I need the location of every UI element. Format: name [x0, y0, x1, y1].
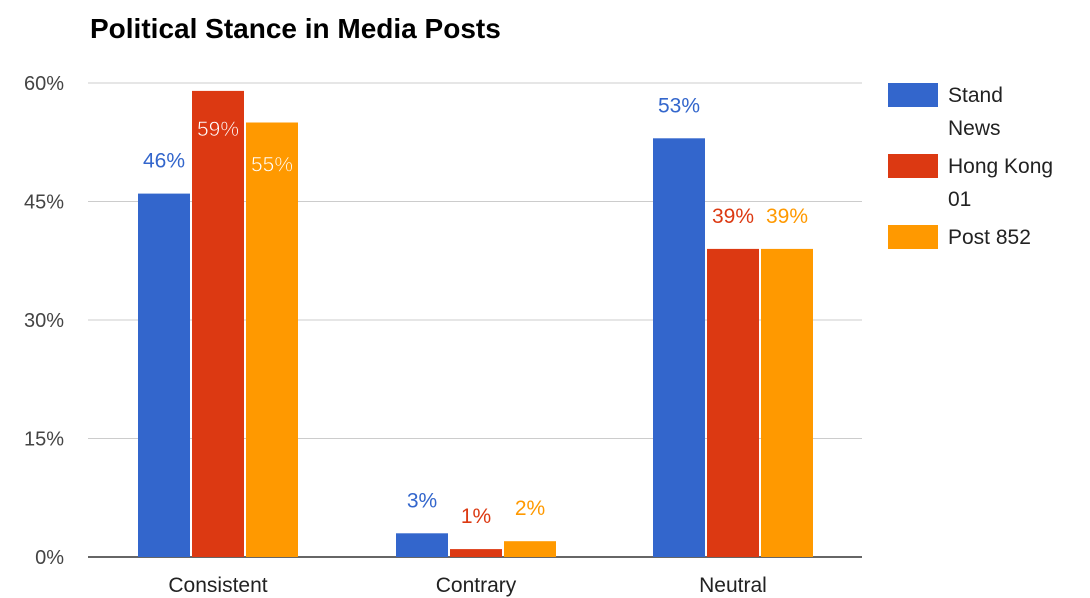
data-label: 3%	[407, 489, 437, 512]
legend-item[interactable]: Hong Kong 01	[888, 154, 1053, 211]
x-category-label: Neutral	[699, 574, 767, 597]
legend-swatch	[888, 83, 938, 107]
bars	[138, 90, 813, 558]
data-label: 2%	[515, 497, 545, 520]
bar	[761, 248, 813, 557]
data-label: 39%	[712, 205, 754, 228]
bar	[653, 138, 705, 558]
bar	[246, 122, 298, 557]
data-label: 59%	[197, 118, 239, 141]
legend-label: News	[948, 117, 1001, 140]
data-label: 39%	[766, 205, 808, 228]
legend-label: Hong Kong	[948, 155, 1053, 178]
legend-item[interactable]: Post 852	[888, 225, 1031, 249]
data-label: 55%	[251, 154, 293, 177]
legend-item[interactable]: Stand News	[888, 83, 1003, 140]
data-label: 46%	[143, 150, 185, 173]
y-tick-label: 15%	[24, 429, 64, 451]
legend-swatch	[888, 225, 938, 249]
legend-swatch	[888, 154, 938, 178]
legend-label: Post 852	[948, 226, 1031, 249]
bar	[450, 549, 502, 557]
x-axis-categories: Consistent Contrary Neutral	[168, 574, 766, 597]
bar	[138, 193, 190, 557]
legend-label: Stand	[948, 84, 1003, 107]
legend-label: 01	[948, 188, 971, 211]
y-tick-label: 60%	[24, 73, 64, 95]
data-labels: 46% 59% 55% 3% 1% 2% 53% 39% 39%	[143, 94, 808, 528]
x-category-label: Contrary	[436, 574, 517, 597]
bar	[707, 248, 759, 557]
x-category-label: Consistent	[168, 574, 267, 597]
y-axis-ticks: 0% 15% 30% 45% 60%	[24, 73, 64, 569]
bar	[192, 90, 244, 558]
data-label: 53%	[658, 94, 700, 117]
bar	[504, 541, 556, 557]
y-tick-label: 0%	[35, 547, 64, 569]
bar	[396, 533, 448, 557]
legend[interactable]: Stand News Hong Kong 01 Post 852	[888, 83, 1053, 249]
chart-title: Political Stance in Media Posts	[90, 13, 501, 44]
data-label: 1%	[461, 505, 491, 528]
y-tick-label: 45%	[24, 192, 64, 214]
y-tick-label: 30%	[24, 310, 64, 332]
